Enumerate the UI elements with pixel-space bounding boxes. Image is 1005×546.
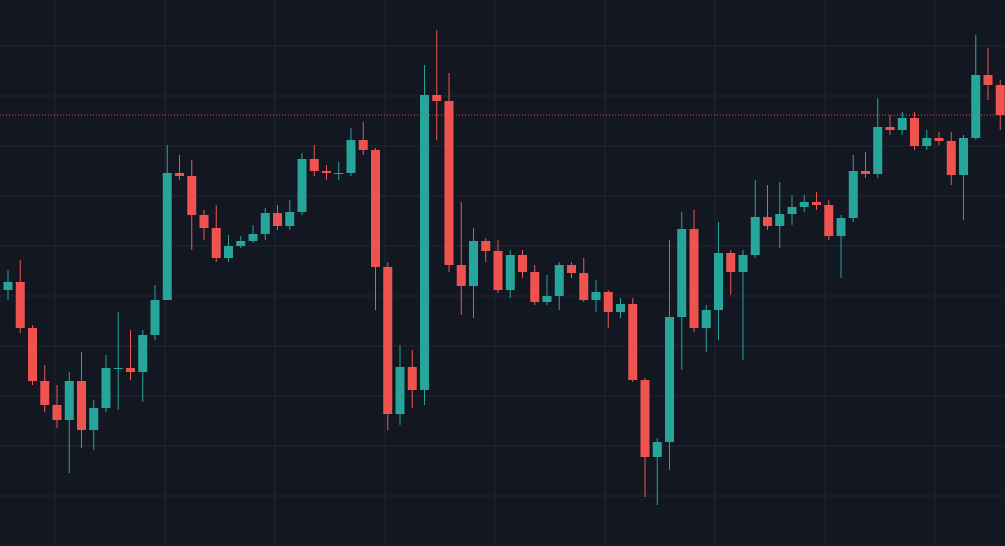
candle-body: [3, 282, 13, 290]
candle-body: [603, 292, 613, 312]
candle-body: [824, 205, 834, 236]
candle-body: [297, 159, 307, 212]
candle-body: [309, 159, 319, 171]
candle-body: [861, 171, 870, 174]
candle-body: [150, 300, 160, 335]
candle-body: [493, 251, 503, 290]
candle-body: [444, 101, 454, 265]
candle-body: [518, 255, 527, 272]
candle-body: [616, 304, 625, 312]
candle-body: [677, 229, 687, 317]
candle-body: [628, 304, 638, 380]
candle-body: [199, 215, 209, 228]
candle-body: [285, 212, 295, 226]
candle-body: [775, 214, 785, 226]
candle-body: [89, 408, 99, 430]
candle-body: [113, 368, 123, 369]
candle-body: [542, 296, 552, 302]
candle-body: [138, 335, 148, 372]
candle-body: [787, 207, 797, 214]
candle-body: [15, 282, 25, 328]
candle-body: [28, 328, 37, 381]
candle-body: [567, 265, 576, 273]
candle-body: [211, 228, 221, 258]
candle-body: [983, 75, 993, 85]
candle-body: [358, 140, 368, 150]
candle-body: [101, 368, 111, 408]
candle-body: [334, 173, 344, 174]
candle-body: [432, 95, 442, 101]
candle-body: [456, 265, 466, 286]
candle-body: [640, 380, 650, 457]
candle-body: [701, 310, 711, 328]
candle-body: [995, 85, 1005, 115]
candle-body: [836, 218, 846, 236]
candle-body: [726, 253, 736, 272]
candle-body: [910, 118, 919, 146]
candle-body: [885, 127, 895, 130]
candle-body: [812, 202, 821, 205]
candle-body: [922, 138, 932, 146]
candle-body: [162, 173, 172, 300]
candle-body: [763, 217, 772, 226]
candle-body: [714, 253, 723, 310]
candle-body: [848, 171, 858, 218]
candle-body: [260, 213, 270, 234]
candle-body: [579, 273, 589, 300]
candle-body: [407, 367, 417, 390]
candle-body: [469, 241, 478, 286]
candle-body: [750, 217, 760, 255]
candle-body: [175, 173, 184, 176]
candle-body: [52, 405, 62, 420]
candle-body: [897, 118, 907, 130]
candle-body: [946, 141, 956, 175]
candle-body: [248, 234, 258, 241]
candle-body: [126, 368, 135, 372]
candle-body: [383, 267, 393, 414]
candle-body: [591, 292, 601, 300]
candle-body: [77, 381, 86, 430]
candle-body: [64, 381, 74, 420]
candle-body: [481, 241, 491, 251]
candle-body: [738, 255, 748, 272]
candle-body: [959, 138, 968, 175]
candle-body: [934, 138, 944, 141]
candle-body: [371, 150, 380, 267]
candle-body: [554, 265, 564, 296]
candle-body: [530, 272, 540, 302]
candle-body: [652, 442, 662, 457]
candle-body: [689, 229, 699, 328]
candle-body: [273, 213, 282, 226]
candle-body: [322, 171, 331, 173]
candle-body: [346, 140, 356, 173]
candle-body: [187, 176, 197, 215]
candle-body: [505, 255, 515, 290]
candle-body: [420, 95, 429, 390]
candle-body: [799, 202, 809, 207]
candle-body: [236, 241, 246, 246]
candle-body: [224, 246, 233, 258]
candle-body: [665, 317, 674, 442]
candle-body: [873, 127, 883, 174]
candle-body: [395, 367, 405, 414]
candle-body: [40, 381, 50, 405]
candle-body: [971, 75, 981, 138]
